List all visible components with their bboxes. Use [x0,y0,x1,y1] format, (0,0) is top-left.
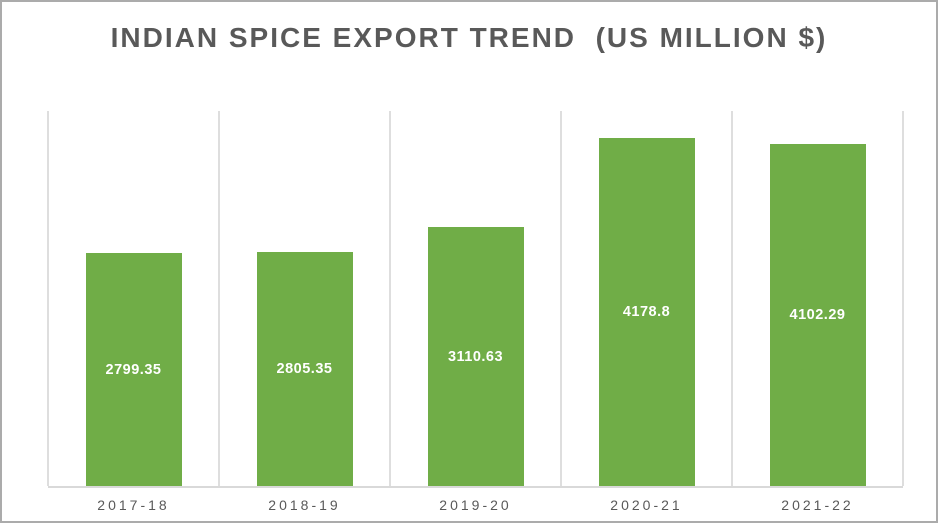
bar-2017-18: 2799.35 [85,253,182,486]
plot-area: 2799.35 2805.35 3110.63 4178.8 4102.29 [47,111,904,488]
x-axis-label: 2021-22 [781,497,854,513]
chart-title: INDIAN SPICE EXPORT TREND (US MILLION $) [110,22,828,53]
bar-2018-19: 2805.35 [256,252,353,486]
bar-value-label: 4178.8 [622,304,671,320]
bar-2020-21: 4178.8 [598,138,695,486]
bar-value-label: 4102.29 [789,307,846,323]
x-axis-label: 2018-19 [268,497,341,513]
x-axis-label: 2020-21 [610,497,683,513]
x-axis: 2017-18 2018-19 2019-20 2020-21 2021-22 [48,497,903,519]
x-axis-label: 2017-18 [97,497,170,513]
bar-2021-22: 4102.29 [769,144,866,486]
bar-value-label: 3110.63 [447,348,504,365]
gridline-vertical [902,111,904,486]
x-axis-line [48,486,903,488]
gridline-vertical [389,111,391,486]
gridline-vertical [731,111,733,486]
gridline-vertical [218,111,220,486]
x-axis-label: 2019-20 [439,497,512,513]
gridline-vertical [47,111,49,486]
gridline-vertical [560,111,562,486]
bar-value-label: 2799.35 [105,361,162,378]
bar-2019-20: 3110.63 [427,227,524,486]
bar-value-label: 2805.35 [276,361,333,377]
